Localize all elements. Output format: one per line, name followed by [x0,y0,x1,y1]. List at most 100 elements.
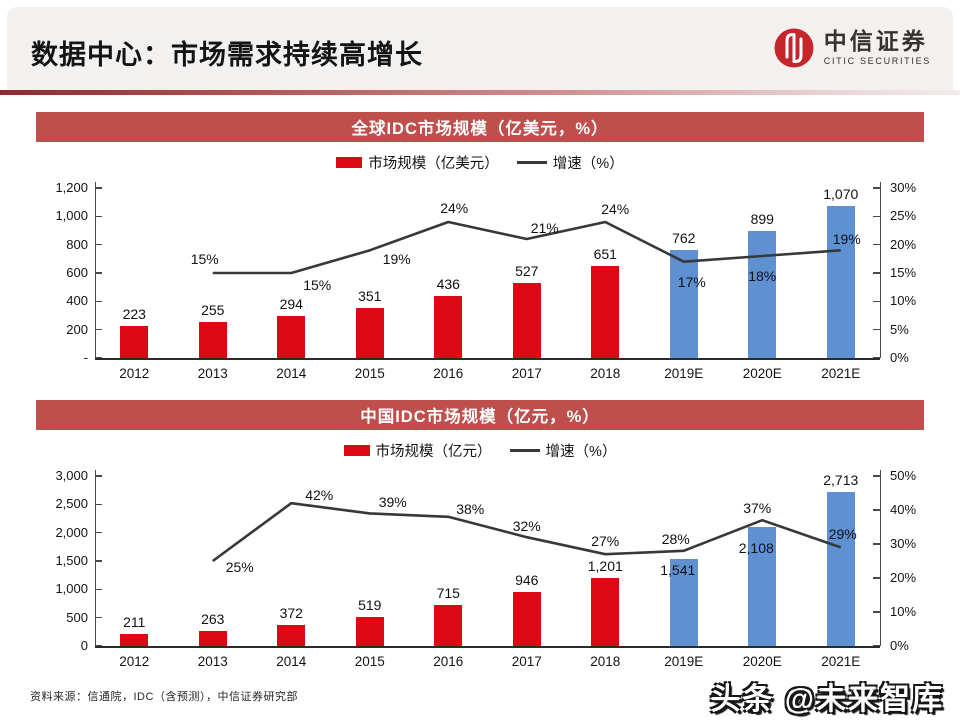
y-axis-tick-label: 5% [890,321,909,337]
watermark: 头条 @未来智库 [710,683,944,716]
x-axis-label: 2021E [821,366,861,381]
legend-item-bar: 市场规模（亿元） [343,440,492,461]
legend-line-label: 增速（%） [552,156,624,172]
y-axis-tick-label: 40% [890,502,917,517]
y-axis-tick-label: 1,000 [55,208,88,224]
bar-value-label: 527 [515,263,539,280]
chart2-legend: 市场规模（亿元） 增速（%） [0,440,960,461]
bar [277,624,306,646]
x-axis-label: 2017 [511,366,542,381]
chart1-title: 全球IDC市场规模（亿美元，%） [351,120,609,138]
bar-value-label: 762 [672,230,696,247]
growth-value-label: 32% [512,518,541,535]
x-axis-label: 2019E [664,366,704,381]
y-axis-tickmark [873,611,880,613]
growth-value-label: 19% [382,251,411,268]
chart2-title: 中国IDC市场规模（亿元，%） [360,408,600,426]
growth-value-label: 24% [440,200,469,216]
global-idc-chart: 1,200 1,000 800 600 400 200 - 30% 25% 20% 15% 10% 5%… [36,178,924,390]
growth-value-label: 25% [225,559,254,575]
bar-series-swatch-icon [343,445,370,456]
y-axis-tick-label: 0% [890,350,909,365]
y-axis-tickmark [873,328,880,331]
logo-text: 中信证券 CITIC SECURITIES [823,28,931,66]
y-axis-tickmark [95,560,102,562]
y-axis-tick-label: 500 [66,609,88,625]
y-axis-tickmark [873,272,880,274]
y-axis-tick-label: 3,000 [55,468,88,483]
y-axis-tickmark [873,300,880,303]
bar [591,265,620,358]
growth-value-label: 42% [305,487,334,504]
logo-name-cn: 中信证券 [823,28,928,54]
y-axis-tick-label: 600 [66,265,88,280]
bar-value-label: 351 [358,288,382,305]
bar [198,631,227,646]
x-axis [95,646,880,648]
y-axis-tick-label: 30% [890,536,917,551]
bar [512,283,541,358]
page-title: 数据中心：市场需求持续高增长 [31,40,423,70]
y-axis-tickmark [95,272,102,274]
growth-value-label: 18% [748,268,777,284]
bar [355,616,384,646]
y-axis-tick-label: 20% [890,236,917,252]
bar-value-label: 946 [515,572,539,589]
legend-item-bar: 市场规模（亿美元） [336,152,499,173]
y-axis-tickmark [95,300,102,303]
y-axis-tickmark [873,543,880,545]
y-axis-tick-label: 15% [890,265,917,280]
bar [434,296,463,358]
y-axis-tickmark [873,357,880,359]
chart1-title-bar: 全球IDC市场规模（亿美元，%） [36,112,924,142]
growth-value-label: 29% [828,526,857,543]
y-axis-tickmark [873,243,880,246]
y-axis-tick-label: 25% [890,208,917,224]
bar [669,558,698,646]
y-axis-tickmark [873,187,880,189]
source-note: 资料来源：信通院，IDC（含预测），中信证券研究部 [30,691,298,703]
bar [669,250,698,358]
bar-value-label: 1,541 [660,561,696,578]
growth-value-label: 15% [303,277,332,293]
bar-value-label: 263 [201,611,225,628]
y-axis-tickmark [95,357,102,359]
x-axis-label: 2012 [119,366,150,381]
y-axis-tick-label: 0 [80,638,88,653]
x-axis-label: 2015 [354,366,385,381]
x-axis-label: 2012 [119,654,150,669]
y-axis-tickmark [95,645,102,647]
legend-bar-label: 市场规模（亿美元） [368,156,499,172]
citic-logo-icon [774,28,814,68]
growth-value-label: 17% [677,273,706,290]
y-axis-tickmark [95,616,102,619]
bar [355,308,384,358]
x-axis-label: 2020E [742,366,782,381]
bar [748,230,777,358]
y-axis-tick-label: 50% [890,468,917,483]
bar [512,592,541,646]
x-axis-label: 2017 [511,654,542,669]
y-axis-tickmark [95,588,102,591]
line-series-swatch-icon [509,449,540,452]
bar-value-label: 211 [123,614,146,631]
y-axis-tick-label: - [83,350,88,365]
bar [120,326,149,358]
growth-line [211,501,842,563]
bar [198,321,227,358]
growth-value-label: 24% [601,201,630,217]
growth-line [212,220,841,275]
bar-value-label: 255 [201,301,225,318]
bar-value-label: 1,201 [587,557,623,574]
growth-value-label: 21% [530,220,559,236]
y-axis-tick-label: 1,200 [55,180,88,195]
y-axis-tickmark [95,531,102,534]
x-axis-label: 2015 [354,654,385,669]
bar-value-label: 223 [122,306,146,323]
x-axis [95,358,880,360]
y-axis-left [95,182,97,358]
bar [434,605,463,646]
x-axis-label: 2021E [821,654,861,669]
y-axis-tick-label: 2,000 [55,524,88,540]
y-axis-tickmark [873,475,880,477]
